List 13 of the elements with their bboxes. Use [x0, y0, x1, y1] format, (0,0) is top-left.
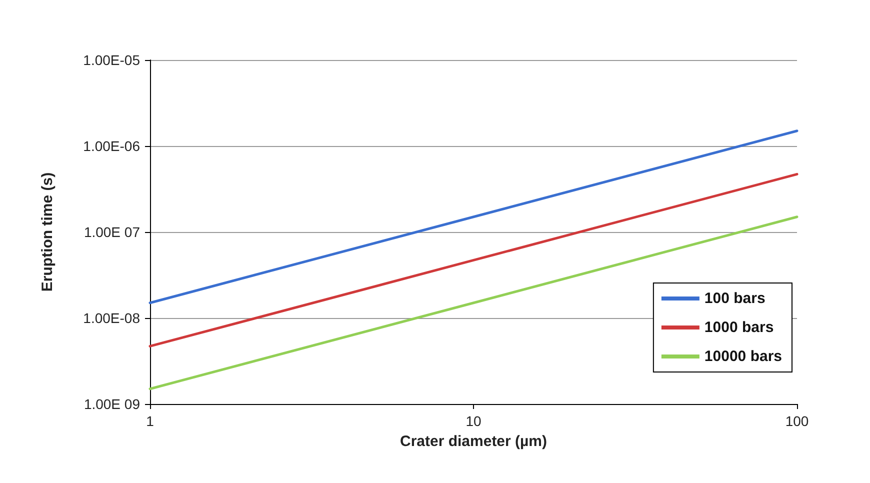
- y-tick-label: 1.00E-05: [83, 52, 140, 68]
- y-axis-title: Eruption time (s): [39, 172, 56, 292]
- y-tick-label: 1.00E 09: [84, 396, 140, 412]
- x-tick-label: 1: [146, 413, 154, 429]
- y-tick-label: 1.00E-06: [83, 138, 140, 154]
- legend-label: 1000 bars: [704, 319, 774, 336]
- y-tick-label: 1.00E-08: [83, 310, 140, 326]
- x-tick-label: 10: [466, 413, 482, 429]
- x-tick-label: 100: [785, 413, 809, 429]
- legend-label: 10000 bars: [704, 348, 782, 365]
- x-axis-title: Crater diameter (µm): [400, 433, 548, 450]
- y-tick-label: 1.00E 07: [84, 224, 140, 240]
- legend-label: 100 bars: [704, 290, 766, 307]
